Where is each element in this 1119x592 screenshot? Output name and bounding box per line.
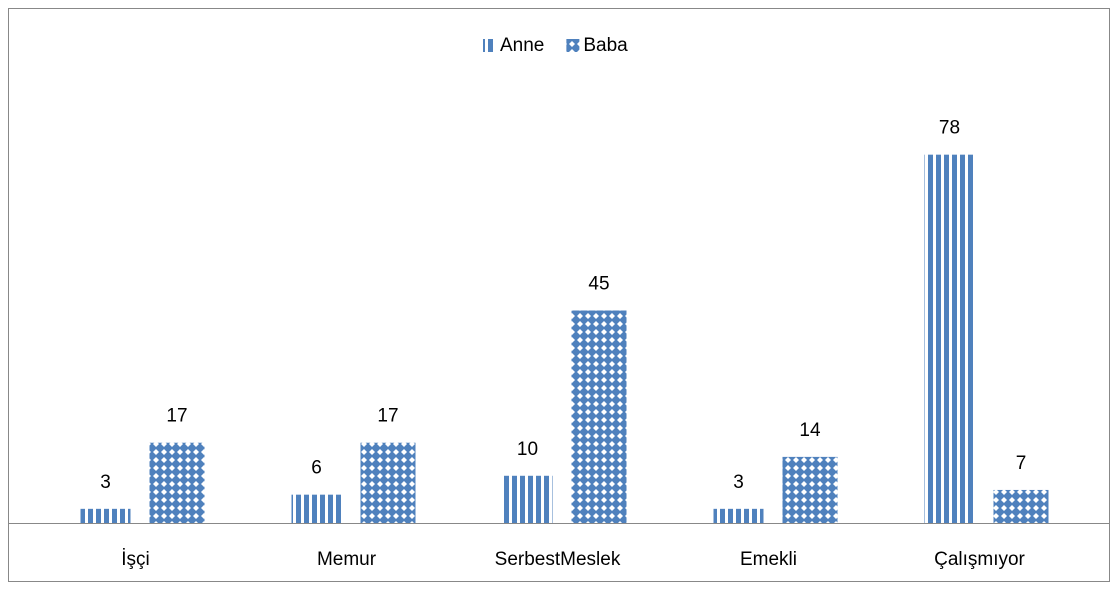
data-label: 17 [166, 406, 187, 427]
data-label: 17 [377, 406, 398, 427]
data-label: 14 [799, 420, 821, 441]
legend-label: Baba [583, 35, 628, 56]
x-tick-label: İşçi [121, 549, 150, 570]
bar [571, 310, 627, 523]
data-label: 6 [311, 458, 322, 479]
data-label: 45 [588, 274, 609, 295]
x-tick-label: Çalışmıyor [934, 549, 1025, 570]
legend-swatch [483, 39, 496, 52]
x-tick-label: Memur [317, 549, 377, 570]
legend-swatch [566, 39, 580, 52]
data-label: 10 [517, 439, 538, 460]
data-label: 3 [100, 472, 111, 493]
bar [502, 475, 553, 523]
bar [782, 456, 838, 523]
bar [993, 489, 1049, 523]
bar [924, 154, 975, 523]
legend-label: Anne [500, 35, 544, 56]
bar [149, 442, 205, 523]
data-label: 78 [939, 118, 960, 139]
x-tick-label: Emekli [740, 549, 797, 570]
data-label: 7 [1016, 453, 1027, 474]
x-tick-label: SerbestMeslek [495, 549, 621, 570]
data-label: 3 [733, 472, 744, 493]
bar [80, 508, 131, 523]
bar [713, 508, 764, 523]
bar [360, 442, 416, 523]
bar [291, 494, 342, 523]
